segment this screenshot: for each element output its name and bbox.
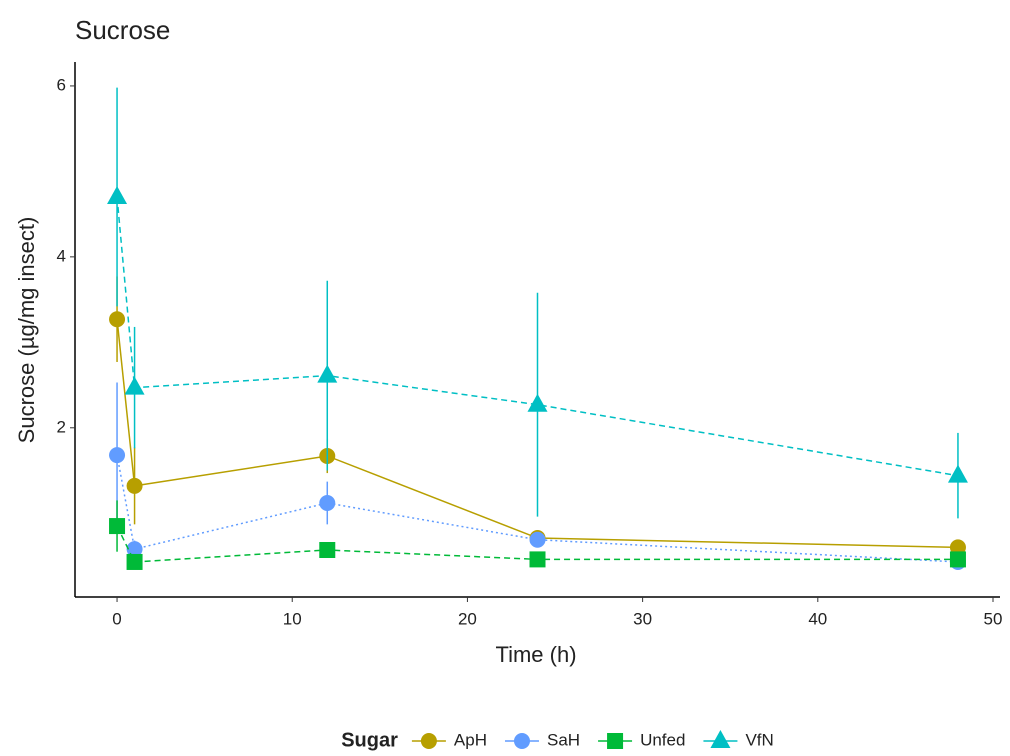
point xyxy=(124,376,145,395)
x-tick-label: 40 xyxy=(808,609,827,628)
x-axis-label: Time (h) xyxy=(495,642,576,667)
point xyxy=(109,311,126,328)
legend-symbol xyxy=(420,733,437,749)
x-tick-label: 20 xyxy=(458,609,477,628)
series xyxy=(107,87,968,519)
legend-label: VfN xyxy=(745,730,773,749)
y-axis-label: Sucrose (µg/mg insect) xyxy=(14,217,39,444)
point xyxy=(947,464,968,483)
legend-symbol xyxy=(513,733,530,749)
legend-symbol xyxy=(607,733,624,749)
point xyxy=(529,531,546,548)
legend-symbol xyxy=(710,730,731,748)
point xyxy=(527,393,548,412)
x-tick-label: 50 xyxy=(984,609,1003,628)
legend-label: SaH xyxy=(547,730,580,749)
series xyxy=(109,500,966,570)
point xyxy=(109,447,126,464)
legend-title: Sugar xyxy=(341,729,398,751)
point xyxy=(319,494,336,511)
point xyxy=(529,551,546,568)
point xyxy=(317,364,338,383)
point xyxy=(126,477,143,494)
legend-label: Unfed xyxy=(640,730,685,749)
point xyxy=(949,551,966,568)
chart-title: Sucrose xyxy=(75,15,170,45)
x-tick-label: 30 xyxy=(633,609,652,628)
y-tick-label: 4 xyxy=(57,246,66,265)
legend-label: ApH xyxy=(454,730,487,749)
legend: Sugar ApH SaH Unfed VfN xyxy=(341,729,774,751)
x-tick-label: 10 xyxy=(283,609,302,628)
y-tick-label: 2 xyxy=(57,417,66,436)
point xyxy=(107,186,128,205)
point xyxy=(126,553,143,570)
point xyxy=(319,541,336,558)
y-tick-label: 6 xyxy=(57,75,66,94)
point xyxy=(109,518,126,535)
x-tick-label: 0 xyxy=(112,609,121,628)
